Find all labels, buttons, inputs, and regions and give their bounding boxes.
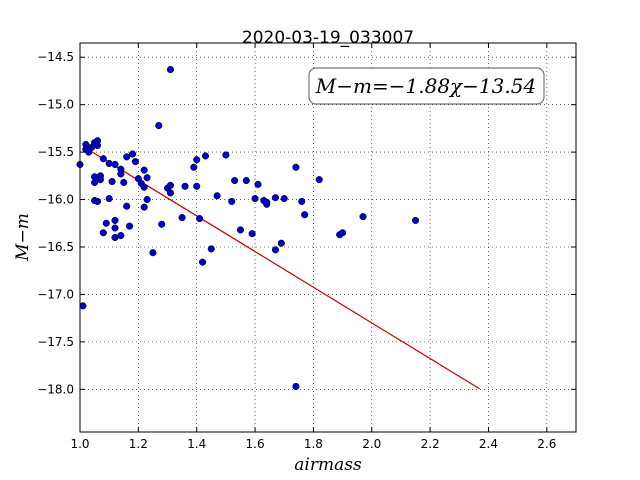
axis-ticks: 1.0 1.2 1.4 1.6 1.8 2.0 2.2 2.4 2.6 −14.5 −15.0 −15… bbox=[37, 43, 576, 451]
data-point bbox=[181, 182, 189, 190]
data-point bbox=[99, 155, 107, 163]
data-point bbox=[108, 177, 116, 186]
chart-title: 2020-03-19_033007 bbox=[242, 28, 414, 48]
data-point bbox=[93, 197, 102, 205]
data-point bbox=[178, 214, 186, 222]
data-point bbox=[201, 152, 210, 160]
data-point bbox=[271, 246, 280, 254]
grid bbox=[79, 43, 576, 432]
data-point bbox=[315, 176, 323, 184]
data-point bbox=[143, 195, 151, 204]
data-point bbox=[96, 176, 104, 184]
data-point bbox=[126, 222, 134, 230]
y-tick-label: −15.0 bbox=[37, 98, 74, 112]
x-tick-label: 1.6 bbox=[246, 437, 265, 451]
data-point bbox=[207, 245, 215, 253]
y-tick-label: −16.0 bbox=[37, 193, 74, 207]
x-tick-label: 2.4 bbox=[479, 437, 498, 451]
data-point bbox=[193, 156, 201, 164]
data-point bbox=[123, 202, 131, 210]
data-point bbox=[140, 203, 148, 211]
data-point bbox=[263, 198, 271, 206]
data-point bbox=[280, 195, 288, 203]
data-point bbox=[102, 219, 110, 227]
data-point bbox=[128, 150, 137, 158]
data-point bbox=[117, 232, 125, 240]
data-point bbox=[298, 197, 306, 205]
x-tick-label: 1.0 bbox=[70, 437, 89, 451]
x-tick-label: 1.4 bbox=[187, 437, 206, 451]
data-point bbox=[411, 216, 420, 224]
data-point bbox=[143, 174, 151, 182]
data-point bbox=[166, 66, 174, 74]
data-point bbox=[213, 192, 221, 200]
data-point bbox=[79, 302, 87, 310]
data-point bbox=[149, 249, 157, 257]
data-point bbox=[111, 160, 119, 168]
equation-box-frame bbox=[308, 67, 545, 105]
data-point bbox=[111, 216, 119, 224]
data-point bbox=[231, 177, 239, 185]
data-point bbox=[105, 195, 113, 203]
data-point bbox=[251, 195, 259, 203]
data-point bbox=[271, 194, 280, 202]
data-point bbox=[242, 177, 250, 185]
y-tick-label: −14.5 bbox=[37, 50, 74, 64]
fit-equation-box: M−m=−1.88χ−13.54 bbox=[308, 67, 545, 105]
data-point bbox=[236, 226, 245, 234]
data-point bbox=[248, 230, 256, 238]
data-point bbox=[228, 197, 236, 205]
y-tick-label: −17.5 bbox=[37, 335, 74, 349]
data-point bbox=[120, 178, 128, 187]
data-point bbox=[166, 189, 174, 197]
fit-line-group bbox=[85, 147, 481, 390]
data-point bbox=[359, 213, 367, 221]
y-tick-label: −16.5 bbox=[37, 240, 74, 254]
data-point bbox=[166, 181, 174, 189]
x-tick-label: 2.0 bbox=[362, 437, 381, 451]
y-tick-label: −18.0 bbox=[37, 382, 74, 396]
fit-line bbox=[85, 147, 481, 390]
data-point bbox=[301, 211, 309, 219]
y-tick-label: −15.5 bbox=[37, 145, 74, 159]
data-point bbox=[190, 163, 198, 171]
data-point bbox=[292, 382, 300, 391]
data-point bbox=[123, 153, 131, 161]
data-point bbox=[99, 229, 107, 237]
data-point bbox=[155, 121, 163, 130]
data-point bbox=[339, 229, 347, 237]
x-tick-label: 2.2 bbox=[421, 437, 440, 451]
fit-equation: M−m=−1.88χ−13.54 bbox=[315, 74, 536, 98]
data-point bbox=[158, 220, 166, 228]
x-tick-label: 1.2 bbox=[129, 437, 148, 451]
data-point bbox=[140, 166, 148, 174]
data-point bbox=[93, 141, 102, 150]
plot-frame bbox=[79, 42, 577, 433]
data-point bbox=[222, 151, 230, 159]
data-point bbox=[131, 158, 139, 166]
data-point bbox=[193, 182, 201, 190]
data-point bbox=[111, 224, 119, 232]
data-point bbox=[140, 183, 148, 191]
x-axis-label: airmass bbox=[294, 455, 362, 475]
y-tick-label: −17.0 bbox=[37, 287, 74, 301]
data-point bbox=[91, 178, 99, 187]
data-point bbox=[198, 258, 207, 266]
data-point bbox=[117, 170, 125, 178]
data-point bbox=[196, 214, 204, 223]
data-points bbox=[76, 66, 420, 391]
data-point bbox=[105, 159, 113, 168]
data-point bbox=[254, 180, 262, 188]
x-tick-label: 2.6 bbox=[537, 437, 556, 451]
data-point bbox=[292, 163, 300, 171]
y-axis-label: M−m bbox=[13, 213, 33, 262]
data-point bbox=[277, 239, 285, 247]
x-tick-label: 1.8 bbox=[304, 437, 323, 451]
